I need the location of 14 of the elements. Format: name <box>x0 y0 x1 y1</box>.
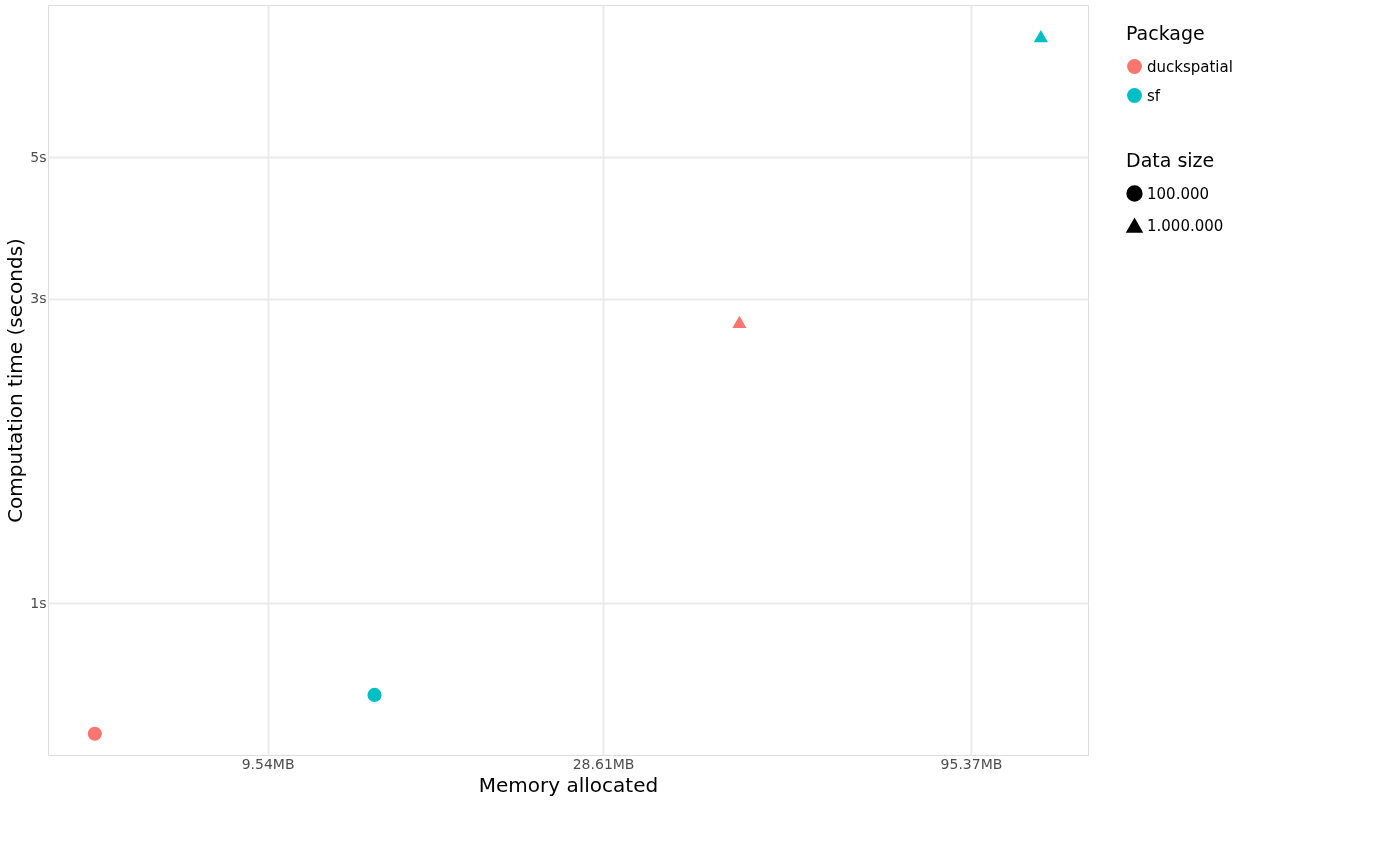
legend-label: sf <box>1147 86 1161 105</box>
x-axis-title: Memory allocated <box>478 772 659 797</box>
y-tick-label: 5s <box>30 148 47 165</box>
legend-label: duckspatial <box>1147 57 1233 76</box>
text: Data size <box>1126 149 1215 171</box>
y-axis-title: Computation time (seconds) <box>3 238 28 523</box>
legend-label: 1.000.000 <box>1147 216 1224 235</box>
legend-label: 100.000 <box>1147 184 1210 203</box>
x-tick-label: 95.37MB <box>940 755 1003 772</box>
text: Package <box>1126 22 1205 44</box>
y-tick-label: 1s <box>30 594 47 611</box>
x-tick-label: 9.54MB <box>241 755 295 772</box>
x-tick-label: 28.61MB <box>572 755 635 772</box>
y-tick-label: 3s <box>30 290 47 307</box>
